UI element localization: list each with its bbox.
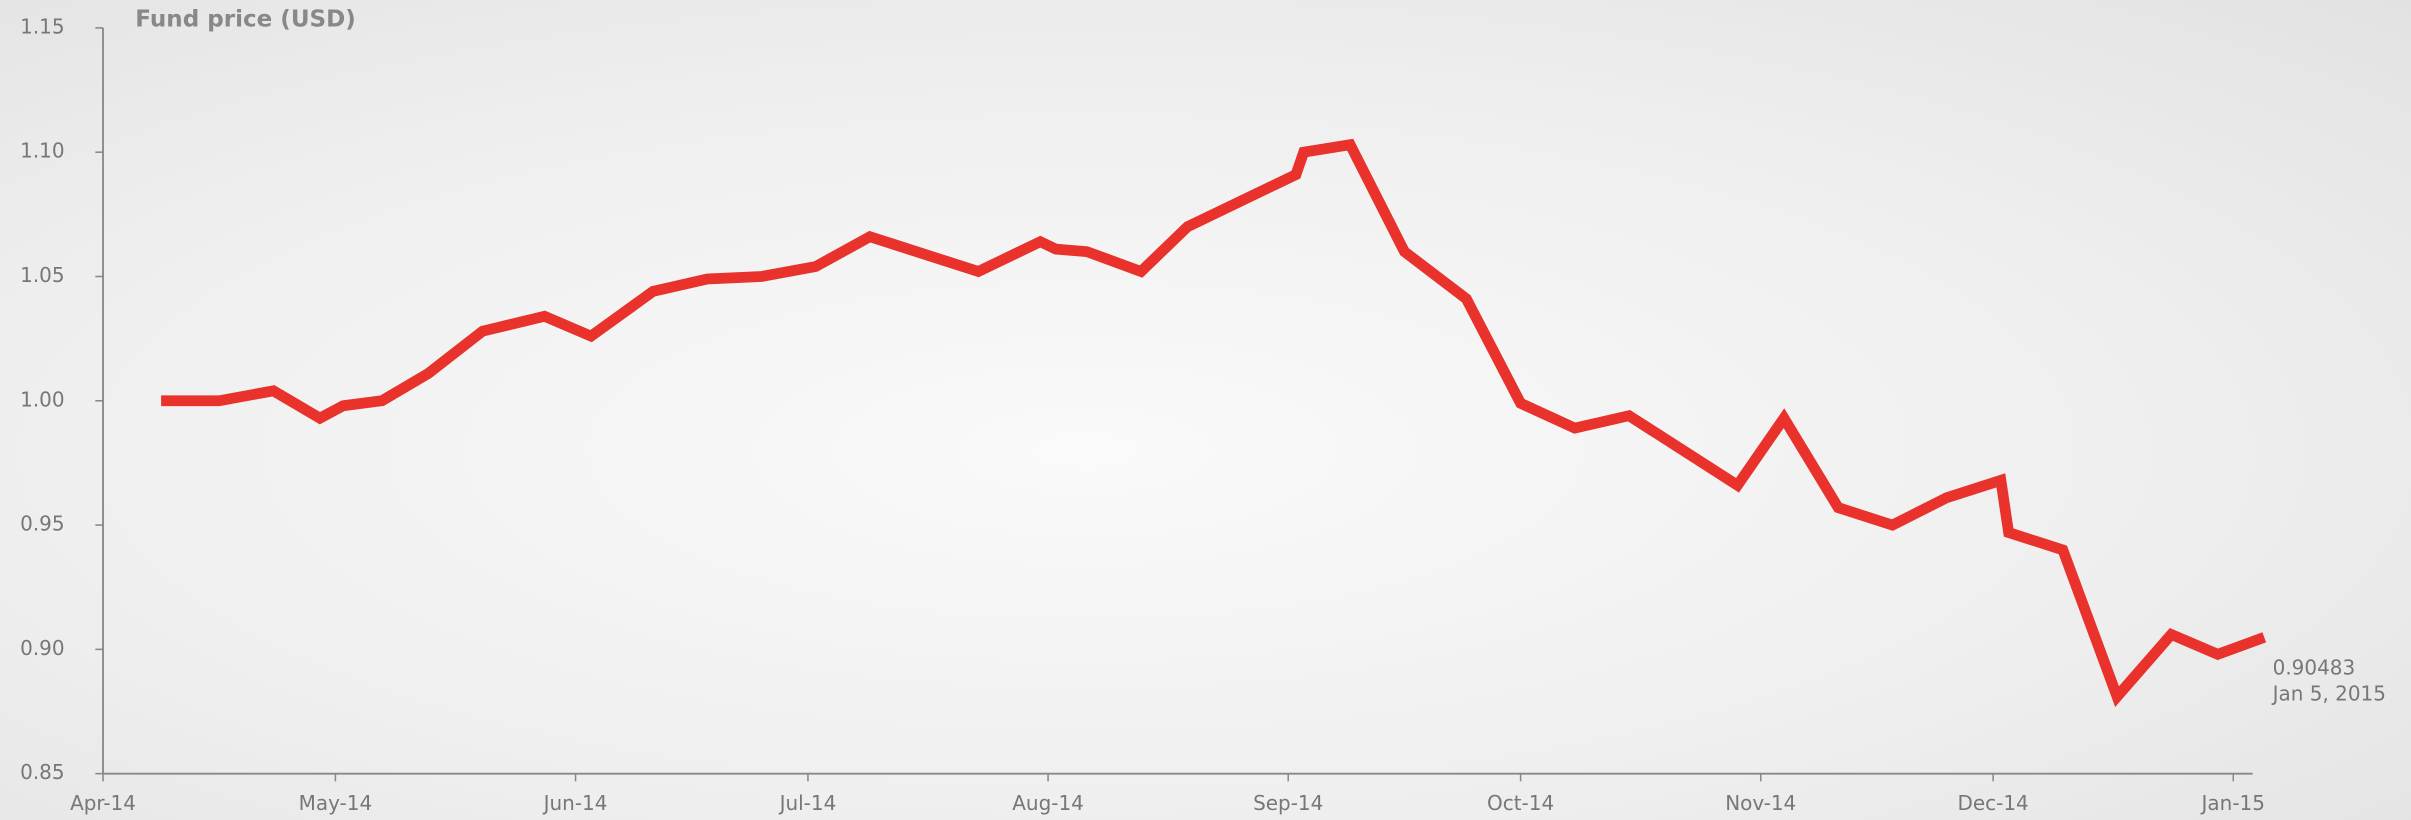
annotation: 0.90483 <box>2273 656 2356 680</box>
y-tick-label: 1.15 <box>20 14 64 38</box>
x-tick-label: Apr-14 <box>70 791 136 815</box>
x-tick-label: Jul-14 <box>778 791 837 815</box>
y-tick-label: 1.10 <box>20 139 64 163</box>
x-tick-label: Sep-14 <box>1253 791 1323 815</box>
x-tick-label: Dec-14 <box>1957 791 2028 815</box>
x-tick-label: Jan-15 <box>2200 791 2265 815</box>
annotation: Jan 5, 2015 <box>2271 682 2386 706</box>
x-tick-label: Aug-14 <box>1012 791 1084 815</box>
y-axis-label: Fund price (USD) <box>135 7 356 33</box>
y-tick-label: 1.05 <box>20 263 64 287</box>
price-line <box>161 138 2267 707</box>
x-tick-label: Jun-14 <box>542 791 608 815</box>
x-tick-label: Nov-14 <box>1725 791 1796 815</box>
x-tick-label: May-14 <box>299 791 373 815</box>
y-tick-label: 1.00 <box>20 387 64 411</box>
y-tick-label: 0.85 <box>20 760 64 784</box>
y-tick-label: 0.90 <box>20 636 64 660</box>
x-tick-label: Oct-14 <box>1487 791 1554 815</box>
y-tick-label: 0.95 <box>20 512 64 536</box>
